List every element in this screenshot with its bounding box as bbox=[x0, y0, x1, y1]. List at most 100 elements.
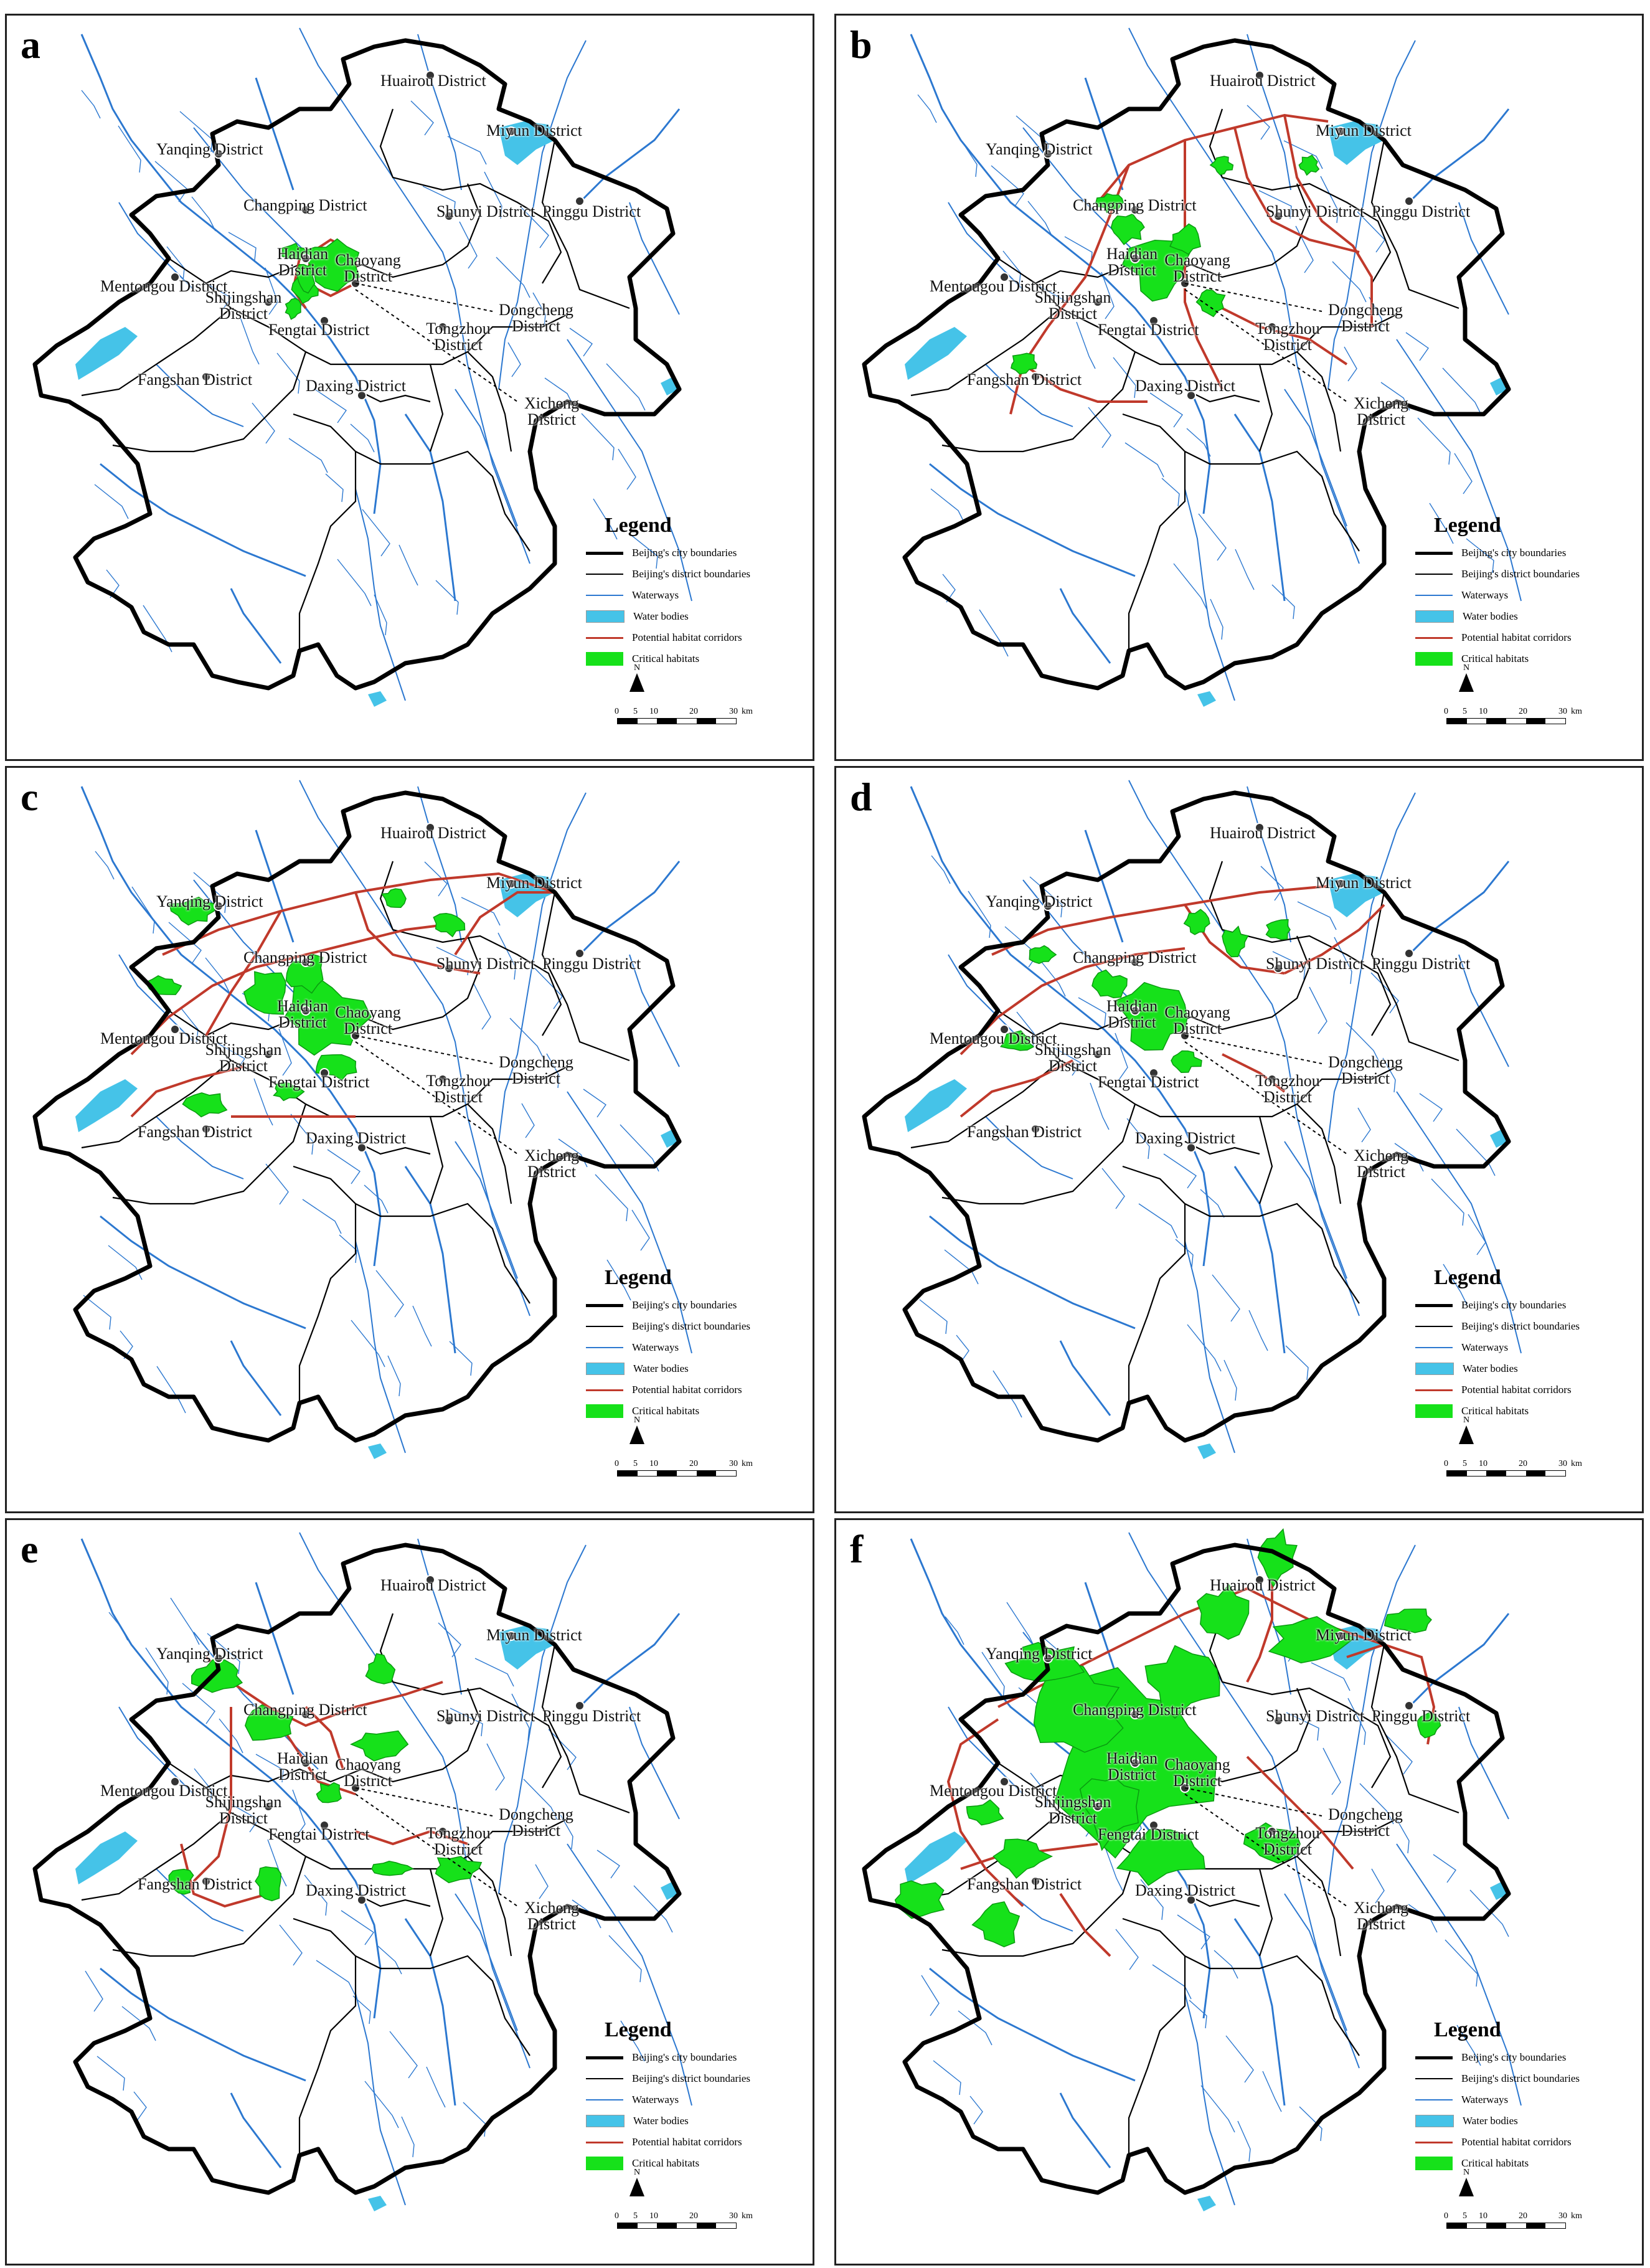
district-boundary bbox=[541, 1644, 630, 1814]
waterway bbox=[374, 594, 387, 636]
district-seat-dot bbox=[170, 1777, 180, 1787]
waterway bbox=[255, 1582, 295, 1695]
north-label: N bbox=[633, 1415, 641, 1425]
waterway bbox=[521, 207, 549, 248]
critical-habitat bbox=[1417, 1711, 1441, 1739]
corridor-swatch bbox=[586, 631, 623, 644]
district-seat-dot bbox=[444, 1716, 454, 1726]
waterway bbox=[534, 968, 563, 1009]
waterway bbox=[498, 1544, 587, 1894]
waterway bbox=[1247, 34, 1291, 191]
habitat-corridor bbox=[1184, 140, 1223, 390]
waterway bbox=[255, 77, 295, 191]
district-label-shunyi: Shunyi District bbox=[1266, 202, 1365, 220]
scale-tick: 20 bbox=[1519, 1459, 1527, 1468]
legend-label: Critical habitats bbox=[1461, 653, 1529, 664]
district-seat-dot bbox=[1255, 70, 1265, 80]
waterway bbox=[1466, 538, 1494, 574]
waterway bbox=[498, 40, 587, 390]
district-boundary bbox=[305, 314, 568, 366]
legend-title: Legend bbox=[605, 514, 672, 537]
waterway bbox=[1327, 1544, 1416, 1894]
district-boundary bbox=[293, 1165, 530, 1304]
waterway bbox=[956, 1335, 969, 1364]
waterway bbox=[1163, 1153, 1197, 1189]
legend: Legend Beijing's city boundaries Beijing… bbox=[586, 1266, 773, 1422]
water-body bbox=[75, 1831, 138, 1884]
legend-habitats: Critical habitats bbox=[586, 2153, 773, 2174]
critical-habitat bbox=[992, 1838, 1054, 1879]
legend-label: Critical habitats bbox=[632, 1405, 700, 1417]
waterway bbox=[230, 1340, 282, 1416]
district-label-daxing: Daxing District bbox=[306, 377, 407, 395]
district-seat-dot bbox=[1130, 1758, 1140, 1768]
district-boundary bbox=[355, 1893, 431, 1907]
district-boundary bbox=[1258, 364, 1273, 452]
district-boundary bbox=[1134, 314, 1397, 366]
district-label-haidian: Haidian District bbox=[1106, 997, 1158, 1031]
map-svg bbox=[862, 1528, 1522, 2211]
waterway bbox=[1030, 1772, 1049, 1808]
critical-habitat bbox=[1113, 981, 1188, 1051]
legend-label: Critical habitats bbox=[632, 2157, 700, 2169]
district-seat-dot bbox=[999, 1777, 1009, 1787]
district-seat-dot bbox=[357, 390, 367, 400]
waterway bbox=[595, 1174, 628, 1222]
scale-tick: 10 bbox=[649, 2211, 658, 2221]
waterway bbox=[1225, 2035, 1254, 2083]
waterway bbox=[631, 1209, 650, 1251]
waterway-swatch bbox=[586, 589, 623, 602]
district-label-fangshan: Fangshan District bbox=[138, 1875, 253, 1893]
district-label-dongcheng: Dongcheng District bbox=[499, 301, 573, 335]
district-seat-dot bbox=[1186, 1143, 1196, 1153]
waterway bbox=[945, 1616, 964, 1645]
critical-habitat bbox=[1209, 156, 1234, 176]
waterway-swatch bbox=[1415, 1341, 1453, 1354]
district-label-fangshan: Fangshan District bbox=[967, 371, 1082, 389]
district-seat-dot bbox=[1336, 879, 1346, 889]
district-label-huairou: Huairou District bbox=[1210, 1576, 1316, 1594]
water-body bbox=[75, 327, 138, 380]
scale-unit: km bbox=[1571, 2211, 1582, 2221]
critical-habitat bbox=[350, 1730, 409, 1762]
waterway bbox=[546, 1053, 560, 1089]
leader-line bbox=[355, 1793, 518, 1907]
legend-water-bodies: Water bodies bbox=[586, 2110, 773, 2132]
waterway bbox=[985, 364, 1073, 427]
scale-tick: 0 bbox=[1444, 2211, 1448, 2221]
waterway bbox=[929, 463, 1136, 577]
district-label-miyun: Miyun District bbox=[1316, 1626, 1412, 1644]
district-boundary bbox=[293, 1917, 530, 2056]
critical-habitat bbox=[381, 888, 407, 908]
waterway bbox=[509, 1018, 544, 1059]
legend: Legend Beijing's city boundaries Beijing… bbox=[586, 2018, 773, 2174]
scale-bar: 0 5 10 20 30 km bbox=[1444, 1459, 1582, 1477]
habitat-corridor bbox=[130, 1065, 244, 1118]
waterway bbox=[1327, 40, 1416, 390]
district-boundary-swatch bbox=[1415, 2072, 1453, 2085]
waterway bbox=[100, 1967, 306, 2082]
district-seat-dot bbox=[1093, 1802, 1103, 1812]
waterway bbox=[455, 389, 518, 527]
waterway bbox=[387, 1355, 401, 1397]
waterway bbox=[1090, 1082, 1110, 1130]
district-seat-dot bbox=[357, 1143, 367, 1153]
waterway bbox=[316, 1960, 356, 1995]
city-boundary-swatch bbox=[1415, 547, 1453, 559]
district-seat-dot bbox=[201, 1124, 211, 1134]
waterway bbox=[1258, 190, 1292, 219]
waterway-swatch bbox=[1415, 589, 1453, 602]
legend: Legend Beijing's city boundaries Beijing… bbox=[586, 514, 773, 669]
waterway bbox=[1173, 563, 1208, 611]
city-boundary bbox=[32, 1543, 682, 2195]
district-boundary bbox=[541, 139, 630, 309]
waterway bbox=[608, 1935, 642, 1983]
water-body bbox=[368, 1443, 387, 1459]
critical-habitat bbox=[243, 971, 286, 1015]
critical-habitat bbox=[296, 263, 316, 294]
legend-title: Legend bbox=[1434, 514, 1501, 537]
district-label-xicheng: Xicheng District bbox=[524, 1899, 580, 1933]
district-boundary bbox=[467, 1103, 512, 1204]
legend-waterways: Waterways bbox=[586, 2089, 773, 2110]
scale-tick: 5 bbox=[633, 707, 638, 716]
